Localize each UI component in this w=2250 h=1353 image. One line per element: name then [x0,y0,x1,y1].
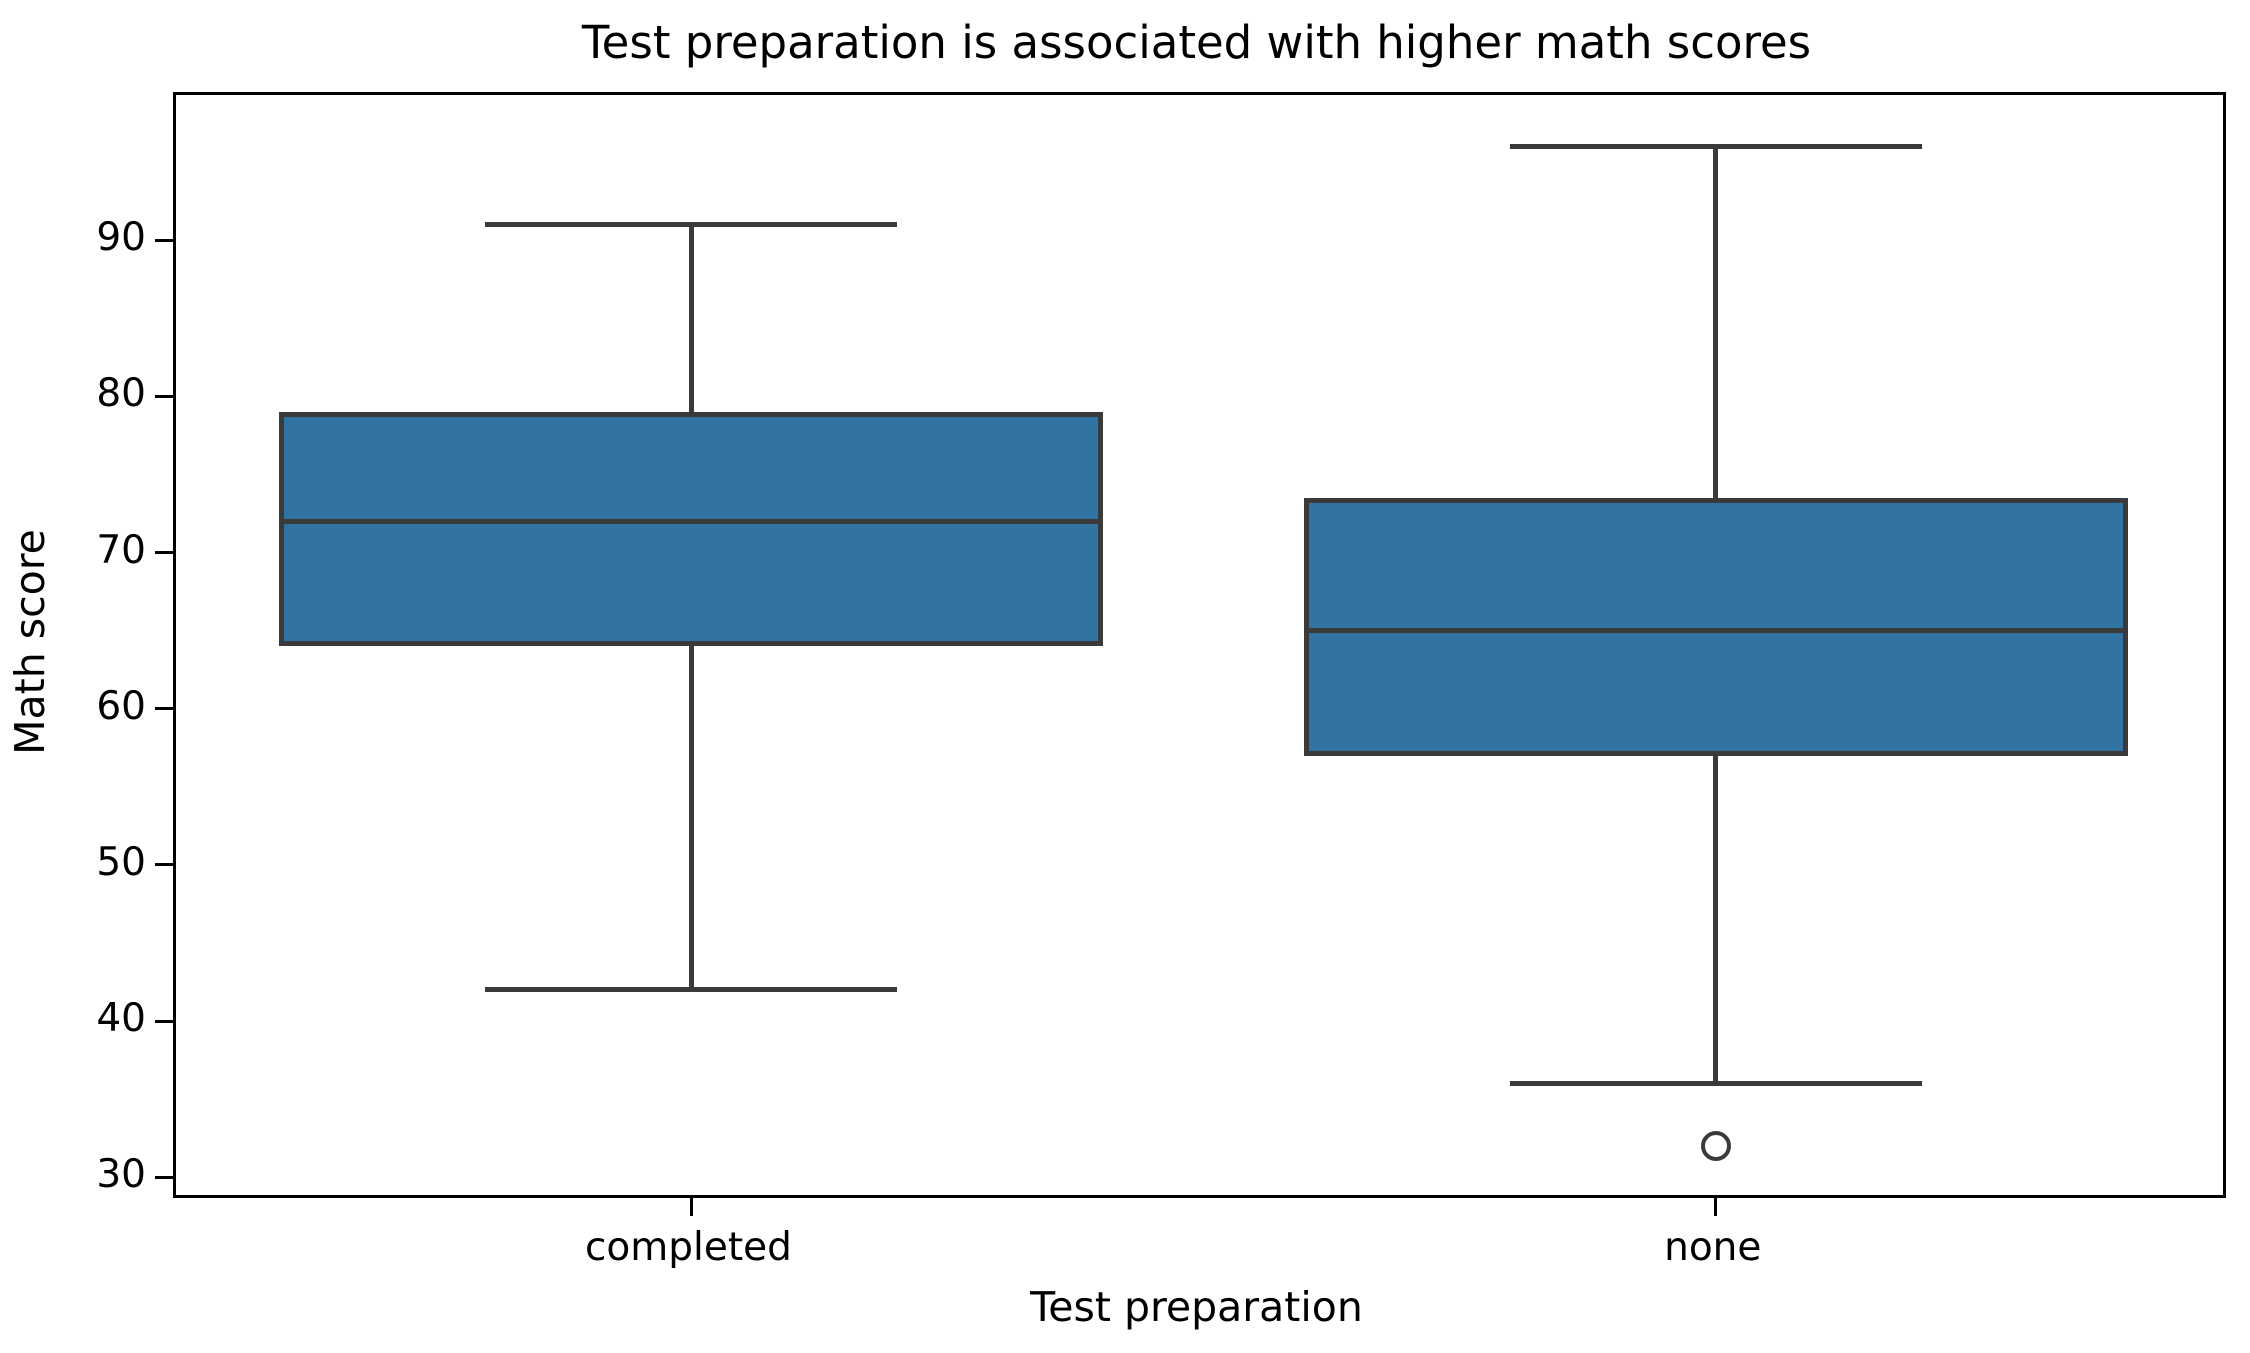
x-axis-label: Test preparation [1030,1283,1363,1331]
whisker-cap-low-none [1509,1081,1922,1087]
y-tick-label: 30 [96,1152,146,1198]
whisker-upper-none [1713,146,1719,498]
y-tick-mark [155,707,173,711]
y-tick-mark [155,394,173,398]
x-tick-mark [689,1198,693,1216]
y-tick-mark [155,1175,173,1179]
whisker-cap-high-completed [485,222,898,228]
whisker-lower-completed [688,646,694,990]
x-tick-label-completed: completed [584,1225,792,1270]
whisker-lower-none [1713,755,1719,1084]
y-tick-label: 70 [96,527,146,573]
whisker-cap-high-none [1509,144,1922,150]
median-none [1303,628,2128,634]
box-completed [279,412,1104,647]
y-tick-label: 40 [96,996,146,1042]
whisker-upper-completed [688,224,694,413]
chart-title: Test preparation is associated with high… [581,16,1812,69]
median-completed [279,518,1104,524]
x-tick-mark [1714,1198,1718,1216]
x-tick-label-none: none [1664,1225,1762,1270]
y-tick-mark [155,238,173,242]
y-tick-mark [155,1019,173,1023]
y-tick-mark [155,551,173,555]
whisker-cap-low-completed [485,987,898,993]
y-tick-label: 60 [96,683,146,729]
plot-area [155,92,2226,1216]
y-tick-label: 90 [96,215,146,261]
y-tick-label: 50 [96,839,146,885]
outlier-marker-none [1700,1131,1731,1162]
box-none [1303,497,2128,756]
y-tick-label: 80 [96,371,146,417]
y-tick-mark [155,863,173,867]
